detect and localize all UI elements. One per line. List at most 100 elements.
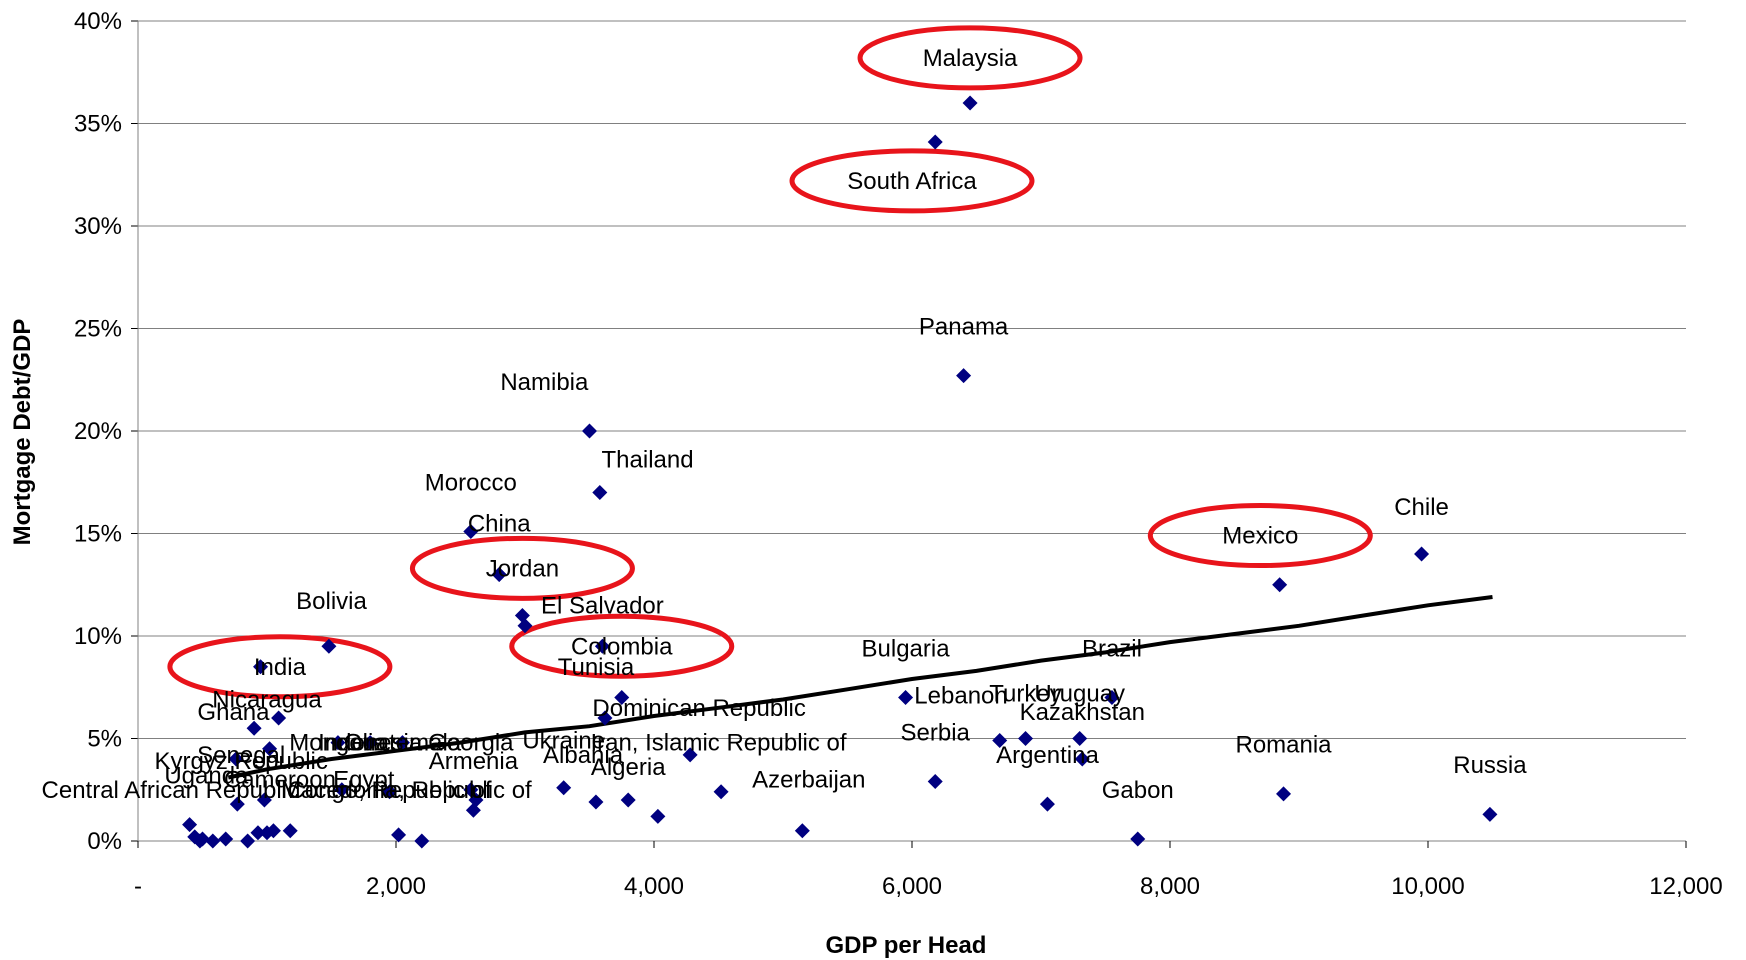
point-label: Tunisia (558, 654, 635, 681)
data-point (228, 751, 244, 767)
point-label: India (254, 654, 307, 681)
data-point (182, 817, 198, 833)
data-point (592, 485, 608, 500)
data-point (391, 827, 407, 843)
trend-line-path (227, 595, 1493, 780)
point-label: Macedonia, Republic of (281, 777, 532, 804)
data-point (246, 720, 262, 736)
point-label: Iran, Islamic Republic of (590, 730, 846, 757)
data-point (250, 825, 266, 841)
data-point (594, 638, 610, 654)
point-label: South Africa (847, 168, 977, 195)
x-axis-title: GDP per Head (826, 932, 987, 959)
data-point (362, 735, 378, 751)
point-label: Kazakhstan (1020, 699, 1145, 726)
y-axis-title: Mortgage Debt/GDP (9, 319, 36, 546)
data-point (1276, 786, 1292, 802)
data-point (1414, 546, 1430, 562)
point-label: Ghana (197, 699, 270, 726)
point-label: Dominican Republic (592, 695, 805, 722)
data-point (956, 368, 972, 384)
data-point (271, 710, 287, 726)
y-tick-label: 15% (74, 521, 122, 548)
y-tick-label: 40% (74, 8, 122, 35)
x-tick-label: 4,000 (624, 873, 684, 900)
data-point (1272, 577, 1288, 593)
point-label: Mongolia (289, 730, 387, 757)
data-point (195, 831, 210, 847)
point-label: Uruguay (1034, 680, 1125, 707)
data-point (330, 735, 346, 751)
point-label: Azerbaijan (752, 767, 865, 794)
data-point (556, 780, 572, 796)
point-label: Bolivia (296, 588, 367, 615)
x-tick-label: 8,000 (1140, 873, 1200, 900)
data-point (1130, 831, 1146, 847)
data-point (265, 823, 281, 839)
data-point (582, 423, 597, 439)
point-label: Turkey (989, 680, 1061, 707)
data-point (321, 638, 337, 654)
point-label: Romania (1235, 732, 1332, 759)
data-point (1039, 796, 1055, 812)
highlight-circle (1147, 503, 1373, 569)
x-tick-label: 12,000 (1649, 873, 1722, 900)
data-point (414, 833, 430, 849)
point-label: Cameroon (224, 767, 336, 794)
data-point (465, 802, 481, 818)
data-point (588, 794, 604, 810)
data-point (962, 95, 978, 111)
x-tick-label: - (134, 873, 142, 900)
highlight-circles (167, 25, 1373, 700)
data-point (927, 774, 943, 790)
y-tick-label: 20% (74, 418, 122, 445)
trend-line (227, 595, 1493, 780)
data-point (620, 792, 636, 808)
data-point (468, 792, 484, 808)
point-label: Lebanon (914, 682, 1007, 709)
data-point (205, 833, 221, 849)
data-point (240, 833, 256, 849)
data-point (517, 618, 533, 634)
data-point (256, 792, 272, 808)
data-point (1018, 731, 1034, 746)
data-point (218, 831, 234, 847)
point-label: Algeria (591, 754, 666, 781)
data-point (282, 823, 298, 839)
point-label: Panama (919, 313, 1009, 340)
point-label: Indonesia (318, 730, 423, 757)
data-point (794, 823, 810, 839)
x-tick-label: 2,000 (366, 873, 426, 900)
point-label: China (468, 510, 531, 537)
point-label: Armenia (429, 748, 519, 775)
highlight-circle (409, 535, 635, 601)
data-point (491, 567, 507, 582)
data-point (927, 134, 943, 150)
y-tick-label: 25% (74, 316, 122, 343)
data-point (597, 710, 613, 726)
data-point (463, 523, 479, 539)
point-label: Jordan (486, 555, 559, 582)
data-point (992, 733, 1008, 749)
point-label: Serbia (901, 719, 971, 746)
point-label: Malaysia (923, 45, 1018, 72)
data-point (898, 690, 914, 705)
gridlines (138, 20, 1686, 739)
point-label: Mexico (1222, 523, 1298, 550)
point-label: Colombia (571, 633, 673, 660)
x-tick-label: 10,000 (1391, 873, 1464, 900)
highlight-circle (857, 25, 1083, 91)
point-label: Russia (1453, 752, 1527, 779)
highlight-circle (789, 148, 1035, 214)
point-label: Central African Republic (42, 777, 299, 804)
y-tick-label: 10% (74, 623, 122, 650)
point-label: Ukraine (522, 728, 605, 755)
highlight-circle (167, 634, 393, 700)
data-point (682, 747, 698, 763)
x-tick-label: 6,000 (882, 873, 942, 900)
data-point (1074, 751, 1090, 767)
point-label: Guatemala (344, 730, 462, 757)
data-point (1104, 690, 1120, 705)
data-point (1072, 731, 1088, 746)
